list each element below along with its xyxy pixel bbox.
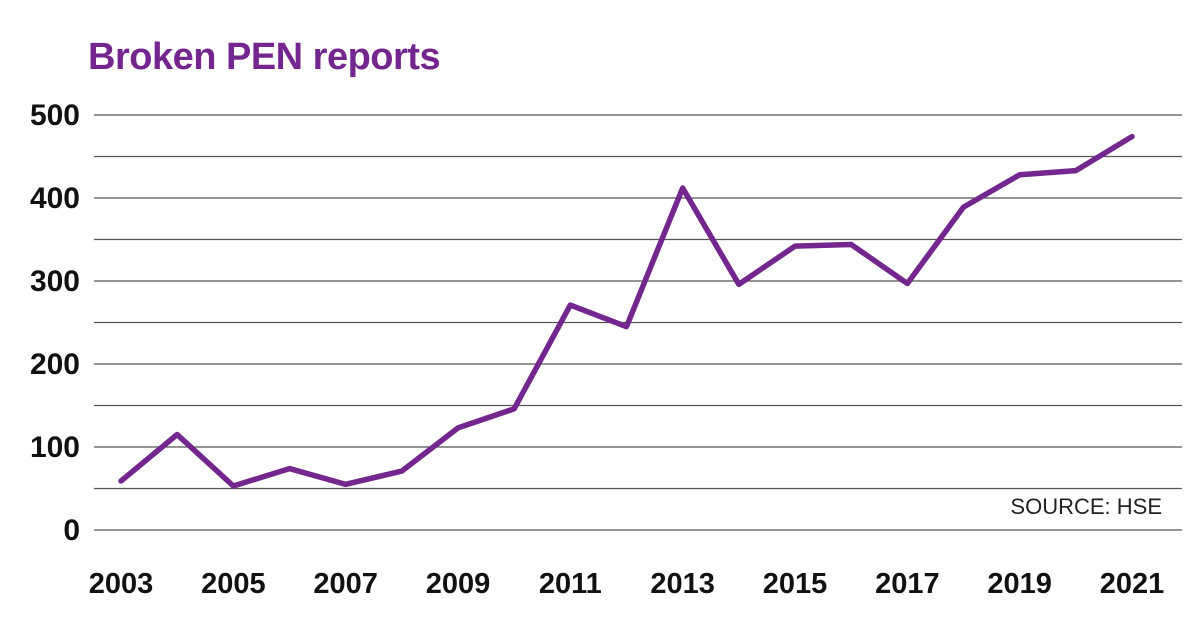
y-axis-ticks: 500 400 300 200 100 0	[30, 99, 80, 547]
y-tick-label: 100	[30, 431, 80, 464]
y-tick-label: 0	[63, 514, 80, 547]
chart-title: Broken PEN reports	[88, 36, 441, 78]
y-tick-label: 500	[30, 99, 80, 132]
x-tick-label: 2019	[987, 568, 1052, 600]
series-group	[118, 133, 1135, 489]
x-tick-label: 2017	[875, 568, 940, 600]
y-tick-label: 200	[30, 348, 80, 381]
x-tick-label: 2013	[650, 568, 715, 600]
y-tick-label: 300	[30, 265, 80, 298]
source-label: SOURCE: HSE	[1010, 494, 1162, 519]
x-tick-label: 2007	[313, 568, 378, 600]
x-tick-label: 2009	[426, 568, 491, 600]
x-tick-label: 2021	[1100, 568, 1165, 600]
x-tick-label: 2003	[89, 568, 154, 600]
x-tick-label: 2005	[201, 568, 266, 600]
x-tick-label: 2015	[763, 568, 828, 600]
x-tick-label: 2011	[539, 568, 602, 600]
series-line-0	[118, 133, 1135, 489]
y-tick-label: 400	[30, 182, 80, 215]
gridlines	[94, 114, 1182, 531]
x-axis-ticks: 2003 2005 2007 2009 2011 2013 2015 2017 2019 2021	[89, 568, 1165, 600]
